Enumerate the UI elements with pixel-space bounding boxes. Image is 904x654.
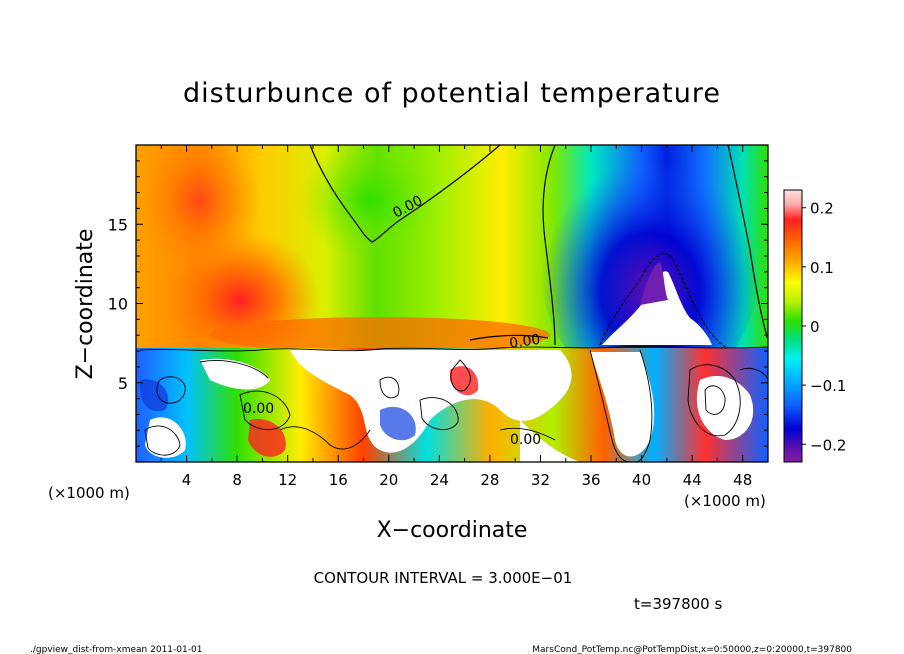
turbulent-white [200,358,270,390]
x-tick-label: 8 [232,471,242,489]
colorbar: 0.2 0.1 0 −0.1 −0.2 [783,189,846,463]
contour-interval: CONTOUR INTERVAL = 3.000E−01 [314,569,573,587]
turbulent-white [520,420,580,462]
chart-title: disturbunce of potential temperature [183,78,721,109]
warm-band [210,317,550,353]
cold-anomaly [540,145,760,395]
turbulent-white [145,417,186,458]
contour-turbulence [499,427,556,441]
contour-turbulence [379,376,400,399]
contour-label: 0.00 [243,401,274,417]
x-unit-left: (×1000 m) [48,484,130,502]
colorbar-tick-label: 0.2 [810,200,834,218]
contour-turbulence [687,364,741,437]
x-tick-label: 36 [581,471,600,489]
contour-label: 0.00 [510,432,541,448]
x-tick-label: 32 [531,471,550,489]
x-tick-label: 12 [278,471,297,489]
colorbar-gradient [783,189,803,463]
time-label: t=397800 s [634,595,722,613]
footer-left: ./gpview_dist-from-xmean 2011-01-01 [30,645,202,654]
colorbar-tick-label: −0.2 [810,436,846,454]
contour-zero [469,334,549,341]
colorbar-tick-label: 0 [810,318,820,336]
contour-turbulence [704,385,726,415]
y-axis-label: Z−coordinate [73,229,98,380]
x-tick-label: 20 [379,471,398,489]
y-tick-label: 15 [108,215,128,234]
y-axis: 5 10 15 [108,160,768,447]
contour-turbulence [199,360,269,379]
colorbar-tick-label: −0.1 [810,377,846,395]
y-tick-label: 10 [108,295,128,314]
contour-turbulence [589,349,631,462]
colorbar-tick-label: 0.1 [810,259,834,277]
turbulent-red [450,366,479,396]
x-tick-label: 24 [430,471,449,489]
x-tick-label: 4 [182,471,192,489]
heatmap-field [136,145,768,462]
footer-right: MarsCond_PotTemp.nc@PotTempDist,x=0:5000… [532,645,852,654]
x-axis: 4 8 12 16 20 24 28 32 36 40 44 48 [160,145,752,489]
contour-turbulence [156,376,186,404]
contour-zero [542,145,556,346]
contour-lines [139,145,768,462]
contour-turbulence [419,397,459,431]
colorbar-ticks: 0.2 0.1 0 −0.1 −0.2 [802,200,846,454]
contour-turbulence [144,425,181,456]
x-unit-right: (×1000 m) [684,492,766,510]
turbulent-blue [139,379,169,412]
turbulent-white [590,352,655,457]
x-tick-label: 44 [683,471,702,489]
contour-zero [309,145,501,243]
contour-zero [727,145,768,341]
cold-core-purple [640,262,668,305]
x-tick-label: 16 [329,471,348,489]
contour-turbulence [450,359,471,392]
contour-turbulence [239,390,291,431]
x-axis-label: X−coordinate [377,518,528,543]
cold-core-white [602,271,712,345]
y-tick-label: 5 [118,374,128,393]
warm-anomaly [140,145,260,270]
x-tick-label: 48 [733,471,752,489]
contour-label: 0.00 [508,332,541,352]
contour-turbulence [635,349,653,462]
contour-turbulence [279,426,371,450]
green-anomaly [300,145,440,260]
turbulent-blue [380,406,416,441]
contour-turbulence [139,346,768,352]
contour-neg [599,253,729,349]
contour-turbulence [739,367,768,381]
x-tick-label: 40 [632,471,651,489]
x-tick-label: 28 [480,471,499,489]
turbulent-white [290,350,572,453]
